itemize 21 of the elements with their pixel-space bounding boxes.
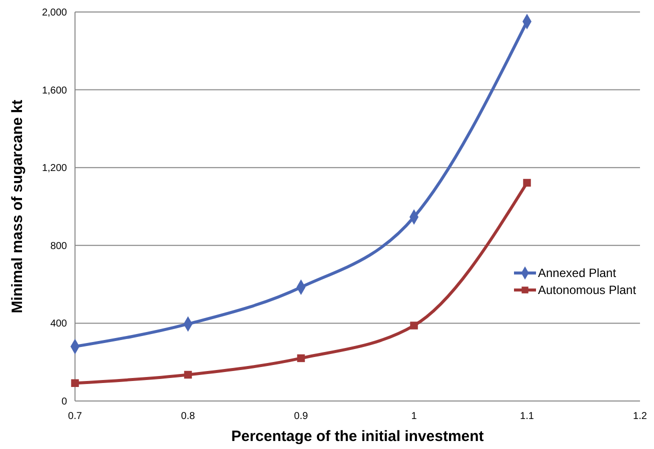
point [297,354,305,362]
x-tick-label: 0.9 [294,411,308,422]
x-axis-title: Percentage of the initial investment [231,428,484,445]
y-tick-label: 0 [61,396,68,408]
legend-label: Annexed Plant [538,266,617,280]
y-tick-label: 1,600 [42,85,68,96]
y-tick-label: 1,200 [42,163,68,174]
x-tick-label: 1.1 [520,411,534,422]
point [410,322,418,330]
y-tick-label: 2,000 [42,8,68,18]
y-tick-label: 800 [50,240,68,252]
x-tick-label: 0.7 [68,411,82,422]
x-tick-label: 1.2 [633,411,648,422]
y-tick-label: 400 [50,318,68,330]
point [71,379,79,387]
x-tick-label: 1 [411,411,418,422]
y-axis-title: Minimal mass of sugarcane kt [9,100,26,314]
legend-label: Autonomous Plant [538,283,637,298]
x-tick-label: 0.8 [181,411,196,422]
point [184,370,192,379]
point [523,178,531,187]
